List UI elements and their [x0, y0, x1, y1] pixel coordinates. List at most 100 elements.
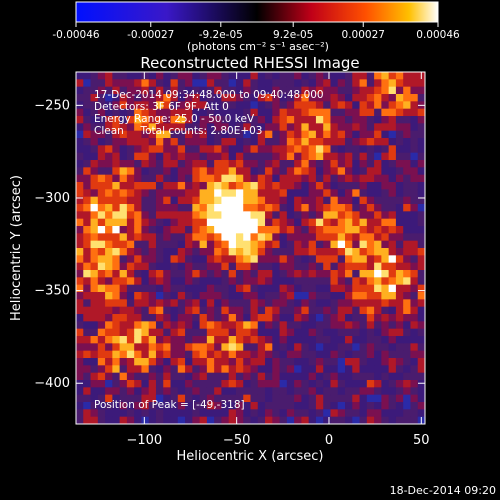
heatmap-cell: [315, 380, 324, 388]
heatmap-cell: [345, 314, 353, 322]
heatmap-cell: [315, 211, 324, 220]
heatmap-cell: [286, 138, 295, 146]
heatmap-cell: [257, 328, 266, 337]
heatmap-cell: [337, 204, 346, 212]
heatmap-cell: [90, 387, 99, 396]
heatmap-cell: [199, 292, 208, 300]
heatmap-cell: [126, 233, 135, 242]
heatmap-cell: [308, 277, 317, 286]
heatmap-cell: [330, 292, 339, 300]
heatmap-cell: [366, 387, 375, 396]
heatmap-cell: [410, 218, 419, 227]
heatmap-cell: [301, 255, 310, 264]
heatmap-cell: [410, 204, 419, 212]
heatmap-cell: [337, 350, 346, 359]
heatmap-cell: [163, 116, 171, 124]
heatmap-cell: [417, 321, 425, 330]
heatmap-cell: [352, 299, 360, 308]
heatmap-cell: [112, 152, 121, 161]
heatmap-cell: [199, 394, 208, 403]
heatmap-cell: [395, 372, 404, 381]
heatmap-cell: [235, 189, 244, 198]
heatmap-cell: [119, 196, 128, 205]
heatmap-cell: [119, 211, 128, 220]
heatmap-cell: [410, 409, 419, 418]
heatmap-cell: [381, 394, 390, 403]
heatmap-cell: [177, 358, 186, 366]
heatmap-cell: [148, 182, 157, 190]
heatmap-cell: [185, 299, 193, 308]
heatmap-cell: [155, 284, 164, 293]
heatmap-cell: [235, 160, 244, 168]
heatmap-cell: [403, 306, 411, 315]
heatmap-cell: [395, 255, 404, 264]
heatmap-cell: [330, 116, 339, 124]
heatmap-cell: [381, 218, 390, 227]
heatmap-cell: [155, 145, 164, 154]
heatmap-cell: [388, 248, 397, 256]
heatmap-cell: [257, 277, 266, 286]
heatmap-cell: [395, 343, 404, 352]
heatmap-cell: [388, 255, 397, 264]
heatmap-cell: [374, 240, 382, 249]
heatmap-cell: [112, 233, 121, 242]
heatmap-cell: [345, 108, 353, 117]
heatmap-cell: [119, 321, 128, 330]
heatmap-cell: [323, 189, 331, 198]
heatmap-cell: [83, 270, 91, 278]
heatmap-cell: [366, 270, 375, 278]
heatmap-cell: [148, 336, 157, 344]
heatmap-cell: [315, 402, 324, 410]
heatmap-cell: [308, 350, 317, 359]
heatmap-cell: [206, 72, 215, 80]
heatmap-cell: [352, 372, 360, 381]
heatmap-cell: [155, 116, 164, 124]
heatmap-cell: [301, 123, 310, 132]
heatmap-cell: [243, 240, 251, 249]
heatmap-cell: [308, 152, 317, 161]
heatmap-cell: [301, 314, 310, 322]
heatmap-cell: [199, 372, 208, 381]
heatmap-cell: [163, 372, 171, 381]
heatmap-cell: [330, 394, 339, 403]
heatmap-cell: [119, 277, 128, 286]
heatmap-cell: [192, 306, 201, 315]
heatmap-cell: [381, 123, 390, 132]
heatmap-cell: [177, 328, 186, 337]
heatmap-cell: [330, 336, 339, 344]
heatmap-cell: [199, 108, 208, 117]
heatmap-cell: [214, 380, 222, 388]
heatmap-cell: [359, 189, 368, 198]
heatmap-cell: [170, 336, 179, 344]
heatmap-cell: [374, 138, 382, 146]
heatmap-cell: [170, 394, 179, 403]
heatmap-cell: [359, 79, 368, 88]
heatmap-cell: [126, 262, 135, 271]
heatmap-cell: [395, 350, 404, 359]
heatmap-cell: [112, 409, 121, 418]
heatmap-cell: [148, 145, 157, 154]
heatmap-cell: [206, 240, 215, 249]
heatmap-cell: [192, 336, 201, 344]
heatmap-cell: [76, 409, 84, 418]
heatmap-cell: [206, 174, 215, 183]
heatmap-cell: [265, 86, 273, 95]
heatmap-cell: [308, 380, 317, 388]
heatmap-cell: [417, 145, 425, 154]
heatmap-cell: [323, 138, 331, 146]
heatmap-cell: [410, 321, 419, 330]
heatmap-cell: [345, 204, 353, 212]
heatmap-cell: [315, 174, 324, 183]
heatmap-cell: [126, 174, 135, 183]
heatmap-cell: [359, 343, 368, 352]
heatmap-cell: [388, 138, 397, 146]
heatmap-cell: [155, 204, 164, 212]
heatmap-cell: [141, 211, 150, 220]
heatmap-cell: [97, 328, 106, 337]
heatmap-cell: [279, 189, 288, 198]
heatmap-cell: [403, 182, 411, 190]
heatmap-cell: [395, 79, 404, 88]
heatmap-cell: [185, 380, 193, 388]
heatmap-cell: [163, 277, 171, 286]
heatmap-cell: [352, 409, 360, 418]
